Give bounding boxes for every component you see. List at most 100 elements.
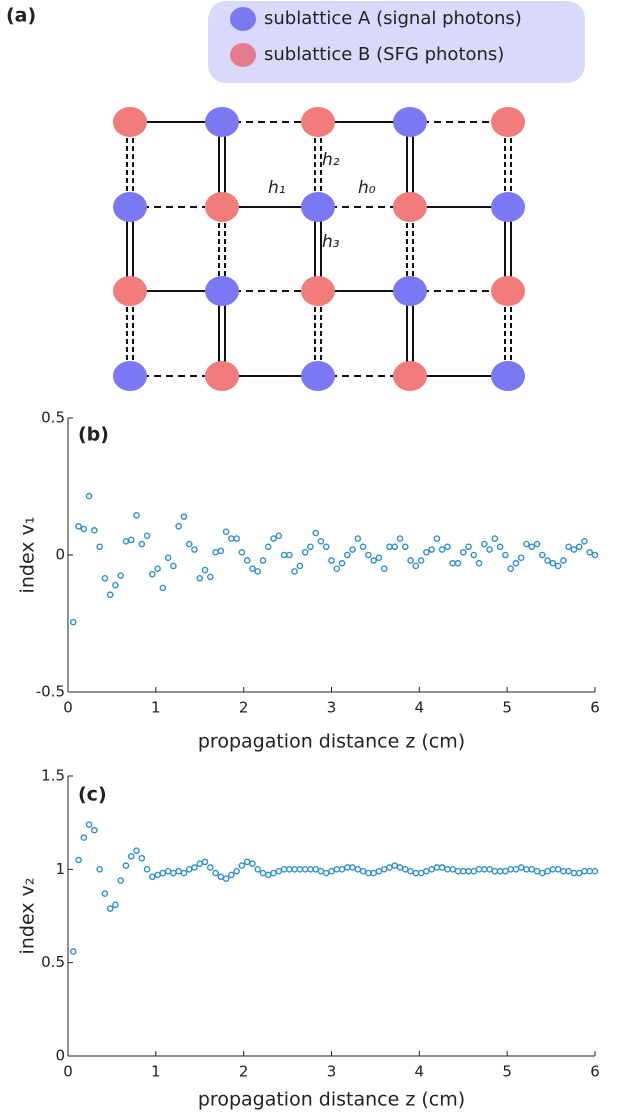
data-point [75, 856, 82, 864]
data-point [338, 866, 346, 873]
data-point [417, 557, 425, 564]
y-tick-label: 0 [55, 546, 65, 564]
data-point [85, 492, 93, 500]
legend-text: sublattice B (SFG photons) [264, 44, 504, 65]
data-point [586, 548, 594, 556]
legend-box [208, 1, 585, 83]
x-tick-label: 0 [63, 699, 73, 717]
data-point [149, 873, 156, 881]
bond-label: h₃ [322, 232, 340, 252]
data-point [407, 557, 414, 564]
data-point [391, 862, 399, 869]
data-point [117, 572, 124, 579]
data-point [275, 532, 283, 540]
data-point [554, 562, 562, 570]
data-point [243, 858, 251, 866]
data-point [344, 551, 351, 559]
data-point [143, 866, 151, 873]
data-point [528, 543, 536, 551]
data-point [528, 866, 536, 873]
panel-label: (a) [6, 5, 36, 27]
data-point [222, 875, 230, 882]
lattice-site [491, 361, 525, 391]
data-point [349, 546, 356, 553]
data-point [296, 866, 304, 873]
data-point [375, 554, 383, 562]
data-point [175, 867, 182, 875]
data-point [344, 864, 351, 871]
data-point [412, 562, 420, 570]
data-point [338, 559, 346, 567]
data-point [301, 866, 309, 873]
data-point [286, 866, 293, 873]
data-point [401, 543, 409, 551]
data-point [249, 860, 256, 868]
data-point [180, 513, 188, 520]
data-point [349, 864, 356, 871]
bond-label: h₁ [268, 178, 286, 198]
data-point [80, 525, 88, 533]
lattice-site [301, 361, 335, 391]
data-point [127, 852, 135, 860]
data-point [154, 565, 161, 573]
data-point [206, 573, 214, 581]
data-point [365, 551, 372, 559]
data-point [570, 869, 578, 877]
data-point [365, 869, 372, 877]
data-point [354, 535, 362, 542]
data-point [507, 565, 514, 573]
data-point [539, 551, 546, 559]
data-point [549, 559, 557, 567]
data-point [391, 543, 399, 551]
data-point [138, 854, 146, 862]
lattice-site [301, 192, 335, 222]
data-point [380, 866, 388, 873]
data-point [459, 548, 467, 556]
data-point [496, 543, 504, 551]
x-tick-label: 6 [590, 1063, 600, 1081]
data-point [586, 867, 594, 875]
data-point [554, 866, 562, 873]
data-point [570, 546, 578, 553]
data-point [228, 535, 235, 542]
data-point [565, 867, 572, 875]
data-point [407, 867, 414, 875]
data-point [386, 543, 393, 551]
lattice-site [113, 107, 147, 137]
data-point [507, 866, 514, 873]
x-tick-label: 4 [415, 1063, 425, 1081]
data-point [523, 540, 530, 548]
data-point [433, 535, 441, 542]
data-point [444, 543, 451, 551]
lattice-site [205, 107, 239, 137]
y-axis-label: index v₁ [17, 517, 39, 594]
data-point [312, 866, 319, 873]
data-point [69, 618, 77, 626]
data-point [333, 565, 341, 573]
lattice-site [113, 361, 147, 391]
data-point [491, 535, 499, 542]
data-point [222, 528, 230, 536]
data-point [112, 901, 119, 909]
data-point [465, 867, 472, 875]
data-point [396, 864, 404, 871]
data-point [249, 565, 256, 573]
data-point [122, 538, 130, 545]
data-point [254, 866, 262, 873]
data-point [170, 562, 177, 570]
data-point [191, 864, 198, 871]
x-axis-label: propagation distance z (cm) [198, 1089, 465, 1111]
data-point [264, 871, 272, 879]
data-point [539, 869, 546, 877]
x-tick-label: 3 [327, 699, 337, 717]
data-point [106, 905, 114, 912]
data-point [101, 574, 109, 582]
x-tick-label: 2 [239, 699, 249, 717]
lattice-site [113, 276, 147, 306]
data-point [496, 867, 504, 875]
data-point [133, 847, 140, 854]
data-point [185, 540, 193, 548]
legend-marker [230, 7, 256, 31]
data-point [149, 570, 156, 578]
data-point [270, 869, 277, 877]
